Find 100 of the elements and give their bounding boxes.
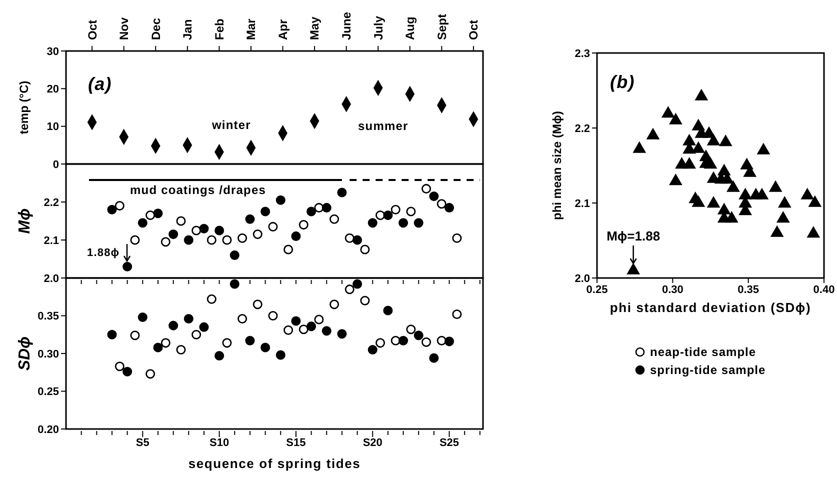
y-tick-label: 0.35 [38,310,59,323]
point [298,324,308,334]
point [199,224,209,234]
point [368,344,378,354]
point [276,195,286,205]
point [298,220,308,230]
annotation: (a) [88,74,112,94]
point [670,174,682,186]
point [153,342,163,352]
point [206,294,216,304]
point [422,337,432,347]
point [344,233,354,243]
point [390,336,400,346]
point [707,196,720,208]
point [406,206,416,216]
point [114,201,124,211]
y-tick-label: 0.25 [38,386,59,398]
point [322,202,332,212]
x-tick-label: S5 [136,436,150,449]
point [801,188,814,200]
point [702,126,716,138]
point [383,210,393,220]
point [406,324,416,334]
point [776,212,790,223]
point [138,218,148,228]
point [130,235,140,245]
point [146,369,156,379]
point [695,89,708,100]
annotation: (b) [610,72,635,92]
legend-label: neap-tide sample [650,345,756,360]
point [707,134,720,146]
x-tick-label: Oct [466,20,481,40]
point [662,106,674,118]
x-tick-label: Nov [117,17,132,40]
x-tick-label: June [340,12,354,40]
point [260,342,270,352]
point [276,350,286,360]
point [153,208,163,218]
x-tick-label: S10 [210,436,230,449]
point [719,135,732,146]
point [769,180,782,192]
x-tick-label: Aug [403,16,418,40]
point [683,158,696,169]
point [184,314,194,324]
point [692,196,705,207]
point [414,330,424,340]
annotation: 1.88ϕ [87,247,120,259]
x-tick-label: Jan [180,19,195,40]
point [429,192,439,202]
x-tick-label: 0.25 [586,284,608,296]
point [176,216,186,226]
x-tick-label: Oct [85,20,100,40]
point [107,330,117,340]
point [291,316,301,326]
y-axis-title: SDϕ [16,336,34,371]
point [214,351,224,361]
point [130,330,140,340]
point [199,322,209,332]
point [252,230,262,240]
point [444,336,454,346]
point [176,344,186,354]
point [230,250,240,260]
point [352,279,362,289]
point [222,338,232,348]
point [344,284,354,294]
point [807,226,820,238]
point [429,353,439,363]
point [704,158,717,169]
point [444,202,454,212]
point [756,188,768,200]
point [314,314,324,324]
y-tick-label: 2.2 [44,196,59,209]
point [260,206,270,216]
y-tick-label: 0.20 [38,424,59,436]
point [352,235,362,245]
y-tick-label: 2.3 [574,48,590,60]
x-tick-label: 0.35 [738,284,760,296]
point [452,233,462,243]
point [757,143,770,154]
point [376,338,386,348]
point [778,196,791,208]
point [360,296,370,306]
legend-label: spring-tide sample [650,363,766,378]
y-tick-label: 20 [46,84,59,96]
point [322,326,332,336]
point [122,262,132,272]
point [633,142,646,153]
point [718,203,730,214]
point [192,226,202,236]
point [422,184,432,194]
point [726,212,738,223]
annotation: summer [358,119,408,133]
y-tick-label: 2.0 [574,272,590,285]
point [238,233,248,243]
point [138,312,148,322]
point [436,336,446,346]
point [284,325,294,335]
point [692,142,705,153]
point [452,309,462,319]
x-tick-label: July [371,16,386,40]
